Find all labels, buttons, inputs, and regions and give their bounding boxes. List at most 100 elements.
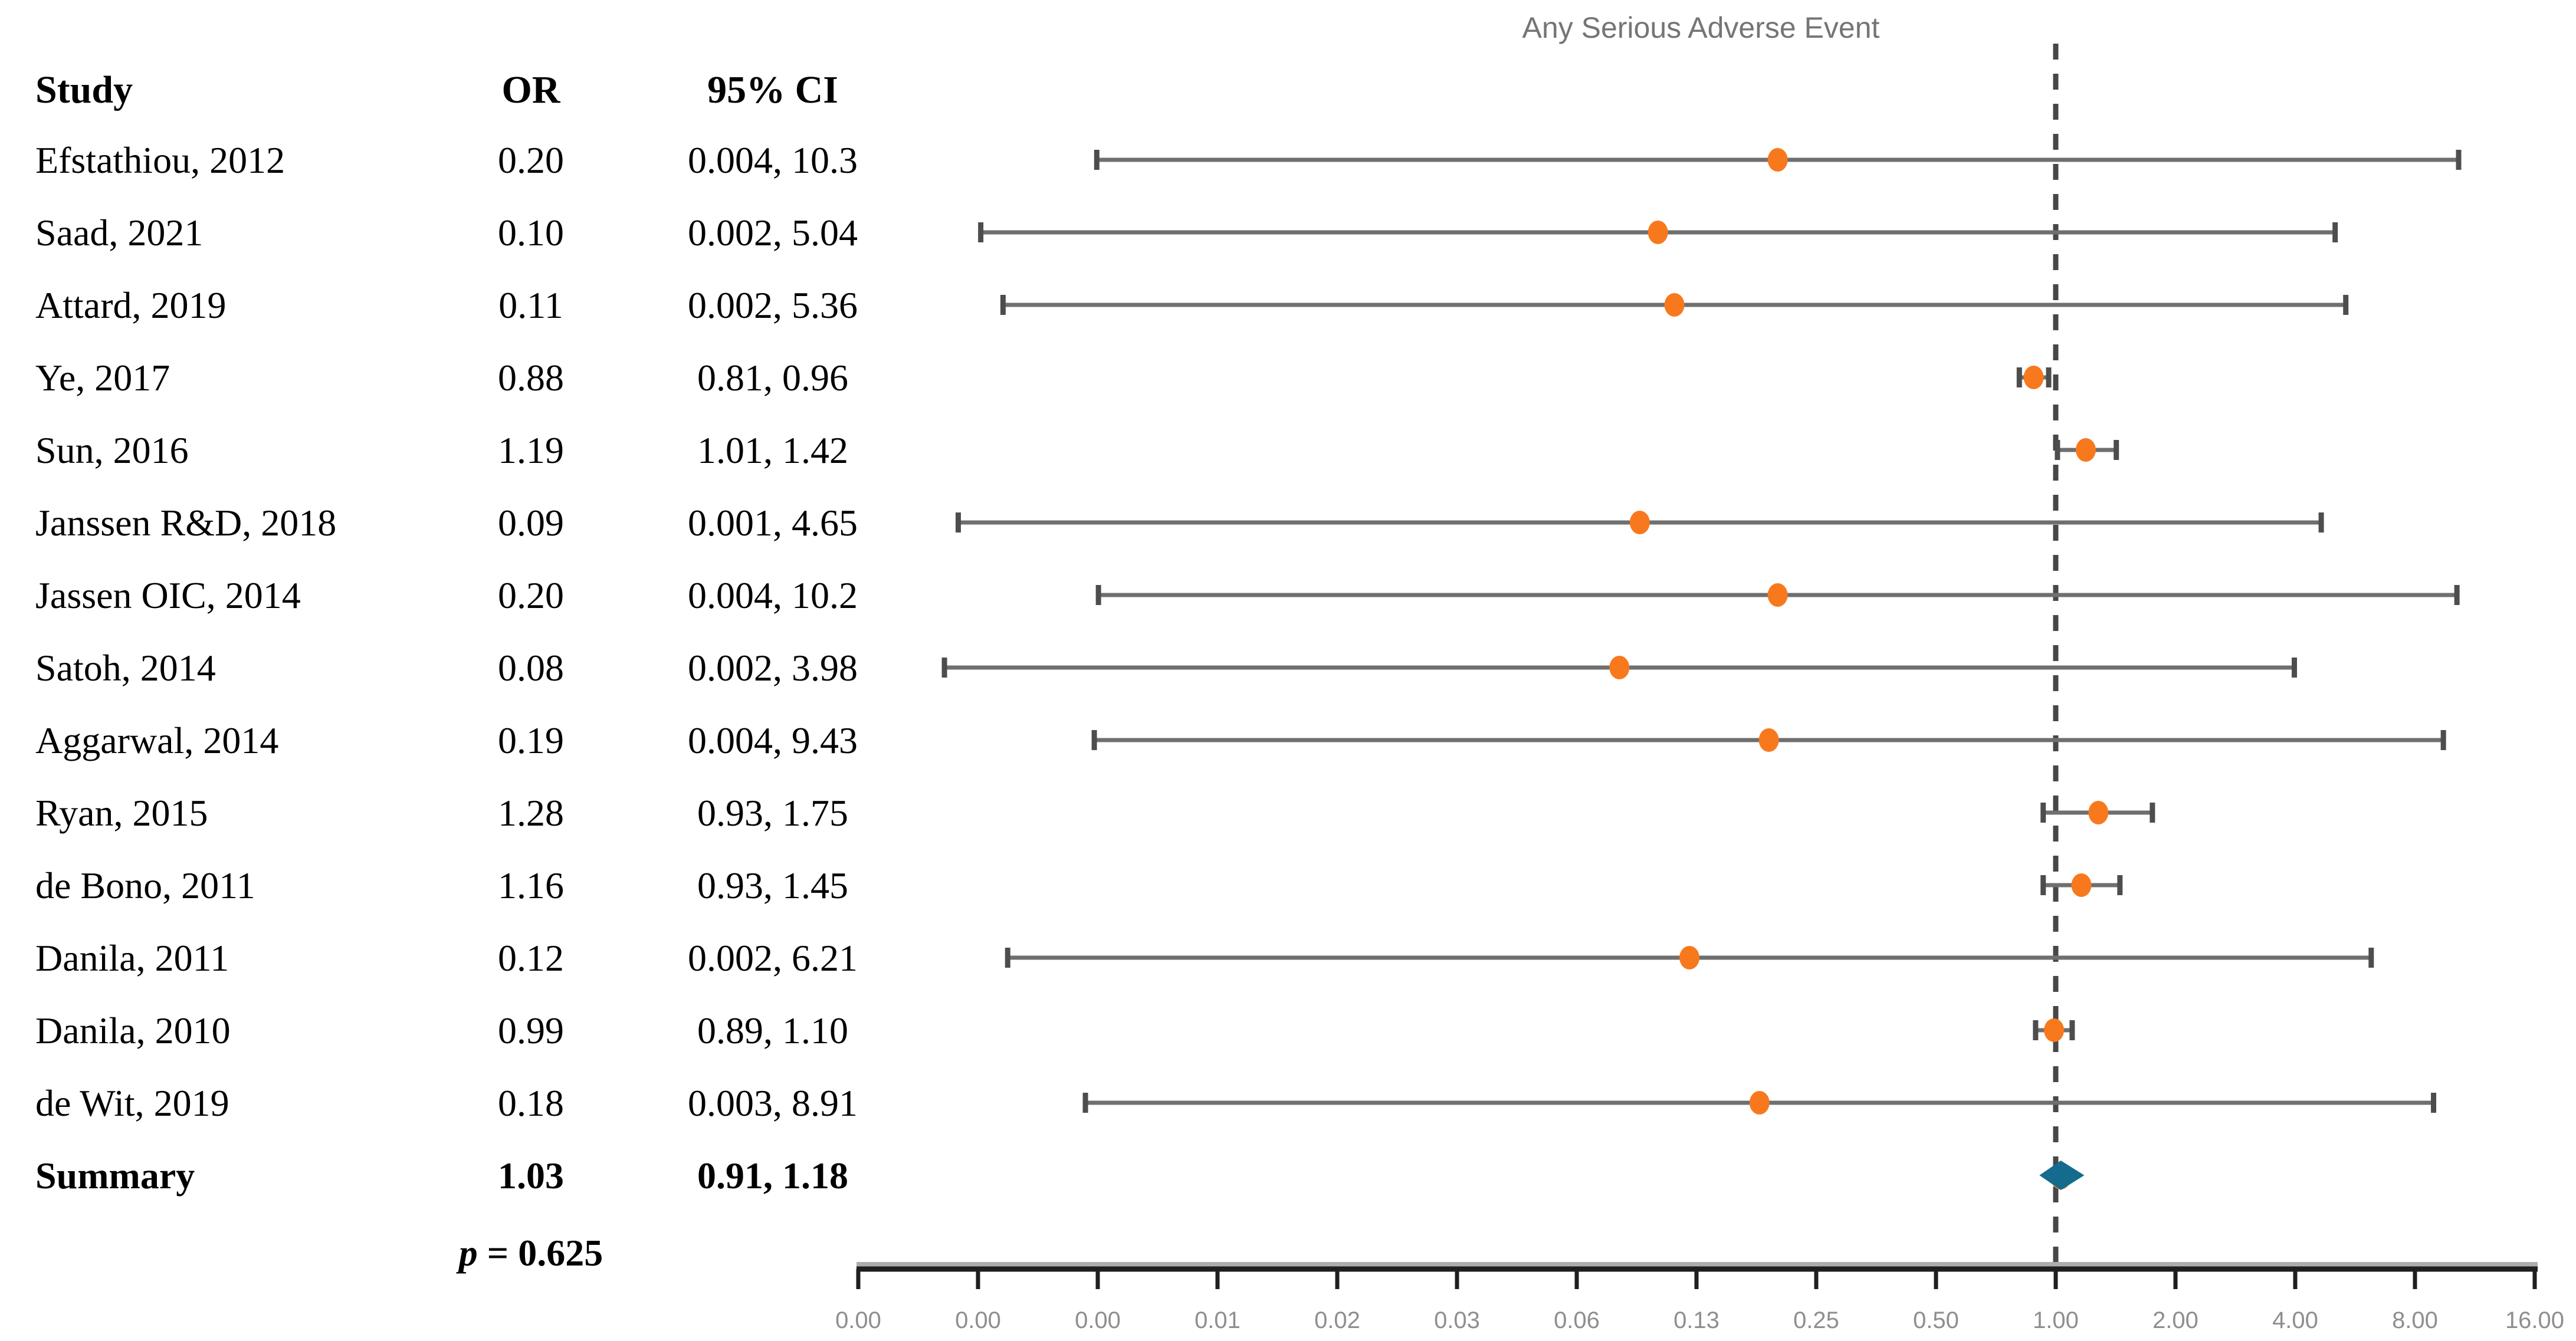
study-label: de Bono, 2011 [35, 864, 255, 906]
or-value: 0.09 [498, 501, 564, 544]
x-axis-tick-label: 16.00 [2505, 1307, 2564, 1333]
ci-value: 0.93, 1.45 [697, 864, 848, 906]
or-marker [2088, 801, 2109, 824]
study-label: Attard, 2019 [35, 284, 227, 326]
or-value: 1.28 [498, 791, 564, 834]
x-axis-tick-label: 0.06 [1554, 1307, 1600, 1333]
p-symbol: p [458, 1232, 478, 1274]
ci-value: 0.004, 10.2 [688, 574, 858, 616]
study-label: Saad, 2021 [35, 211, 204, 254]
p-value-text: = 0.625 [477, 1232, 603, 1274]
or-marker [2075, 438, 2096, 462]
chart-title: Any Serious Adverse Event [1522, 11, 1880, 44]
table-row: Sun, 2016 1.19 1.01, 1.42 [0, 414, 944, 487]
ci-value: 0.93, 1.75 [697, 791, 848, 834]
table-row: Danila, 2010 0.99 0.89, 1.10 [0, 994, 944, 1067]
x-axis-tick-label: 2.00 [2152, 1307, 2198, 1333]
or-value: 0.20 [498, 139, 564, 181]
ci-value: 0.89, 1.10 [697, 1009, 848, 1051]
or-marker [1609, 656, 1630, 679]
table-row: Danila, 2011 0.12 0.002, 6.21 [0, 922, 944, 994]
or-value: 0.11 [498, 284, 563, 326]
table-row: Ryan, 2015 1.28 0.93, 1.75 [0, 777, 944, 849]
table-row: Saad, 2021 0.10 0.002, 5.04 [0, 196, 944, 269]
or-value: 1.16 [498, 864, 564, 906]
table-row: Aggarwal, 2014 0.19 0.004, 9.43 [0, 704, 944, 777]
summary-diamond [2039, 1161, 2085, 1190]
ci-value: 0.002, 5.36 [688, 284, 858, 326]
or-marker [1767, 148, 1788, 172]
ci-value: 0.003, 8.91 [688, 1082, 858, 1124]
or-value: 1.19 [498, 429, 564, 471]
x-axis-tick-label: 0.03 [1434, 1307, 1480, 1333]
ci-value: 0.004, 9.43 [688, 719, 858, 761]
ci-value: 0.81, 0.96 [697, 356, 848, 399]
ci-value: 0.91, 1.18 [697, 1154, 848, 1197]
ci-value: 0.001, 4.65 [688, 501, 858, 544]
or-marker [2071, 873, 2092, 897]
or-marker [1767, 583, 1788, 607]
ci-value: 0.002, 6.21 [688, 936, 858, 979]
study-label: Jassen OIC, 2014 [35, 574, 301, 616]
or-marker [1648, 221, 1668, 244]
table-row: Efstathiou, 2012 0.20 0.004, 10.3 [0, 124, 944, 196]
table-row: de Bono, 2011 1.16 0.93, 1.45 [0, 849, 944, 922]
x-axis-tick-label: 0.00 [1075, 1307, 1121, 1333]
study-label: Ryan, 2015 [35, 791, 208, 834]
table-row: Satoh, 2014 0.08 0.002, 3.98 [0, 632, 944, 704]
ci-value: 0.002, 3.98 [688, 646, 858, 689]
column-header-or: OR [501, 68, 560, 111]
or-value: 0.20 [498, 574, 564, 616]
x-axis-tick-label: 0.50 [1913, 1307, 1959, 1333]
or-value: 0.10 [498, 211, 564, 254]
x-axis-tick-label: 0.00 [955, 1307, 1001, 1333]
or-value: 0.19 [498, 719, 564, 761]
or-value: 0.08 [498, 646, 564, 689]
or-marker [2023, 366, 2044, 389]
study-label: Ye, 2017 [35, 356, 170, 399]
or-marker [1679, 946, 1700, 969]
ci-value: 0.002, 5.04 [688, 211, 858, 254]
x-axis-tick-label: 0.13 [1673, 1307, 1719, 1333]
study-label: Efstathiou, 2012 [35, 139, 286, 181]
x-axis-tick-label: 1.00 [2033, 1307, 2079, 1333]
table-header-row: Study OR 95% CI [0, 54, 944, 126]
study-label: Summary [35, 1154, 195, 1197]
study-label: Danila, 2011 [35, 936, 229, 979]
table-row: Attard, 2019 0.11 0.002, 5.36 [0, 269, 944, 341]
study-label: Satoh, 2014 [35, 646, 216, 689]
or-marker [1758, 728, 1779, 752]
study-label: de Wit, 2019 [35, 1082, 229, 1124]
study-label: Aggarwal, 2014 [35, 719, 279, 761]
x-axis-tick-label: 0.25 [1793, 1307, 1839, 1333]
ci-value: 1.01, 1.42 [697, 429, 848, 471]
or-value: 0.18 [498, 1082, 564, 1124]
study-label: Janssen R&D, 2018 [35, 501, 337, 544]
or-value: 0.12 [498, 936, 564, 979]
table-row: Ye, 2017 0.88 0.81, 0.96 [0, 341, 944, 414]
x-axis-tick-label: 0.02 [1314, 1307, 1360, 1333]
column-header-study: Study [35, 68, 133, 111]
or-value: 1.03 [498, 1154, 564, 1197]
study-label: Danila, 2010 [35, 1009, 231, 1051]
x-axis-tick-label: 8.00 [2392, 1307, 2438, 1333]
or-marker [1629, 511, 1650, 534]
or-value: 0.88 [498, 356, 564, 399]
x-axis-tick-label: 0.00 [835, 1307, 881, 1333]
table-row: de Wit, 2019 0.18 0.003, 8.91 [0, 1067, 944, 1139]
p-value-line: p = 0.625 [354, 1217, 708, 1289]
or-marker [2044, 1018, 2065, 1042]
table-row: Janssen R&D, 2018 0.09 0.001, 4.65 [0, 487, 944, 559]
table-row: Jassen OIC, 2014 0.20 0.004, 10.2 [0, 559, 944, 632]
study-label: Sun, 2016 [35, 429, 189, 471]
x-axis-tick-label: 0.01 [1195, 1307, 1241, 1333]
table-row-summary: Summary 1.03 0.91, 1.18 [0, 1139, 944, 1212]
or-marker [1664, 293, 1685, 317]
or-marker [1749, 1091, 1770, 1115]
column-header-ci: 95% CI [707, 68, 838, 111]
ci-value: 0.004, 10.3 [688, 139, 858, 181]
or-value: 0.99 [498, 1009, 564, 1051]
x-axis-tick-label: 4.00 [2272, 1307, 2318, 1333]
